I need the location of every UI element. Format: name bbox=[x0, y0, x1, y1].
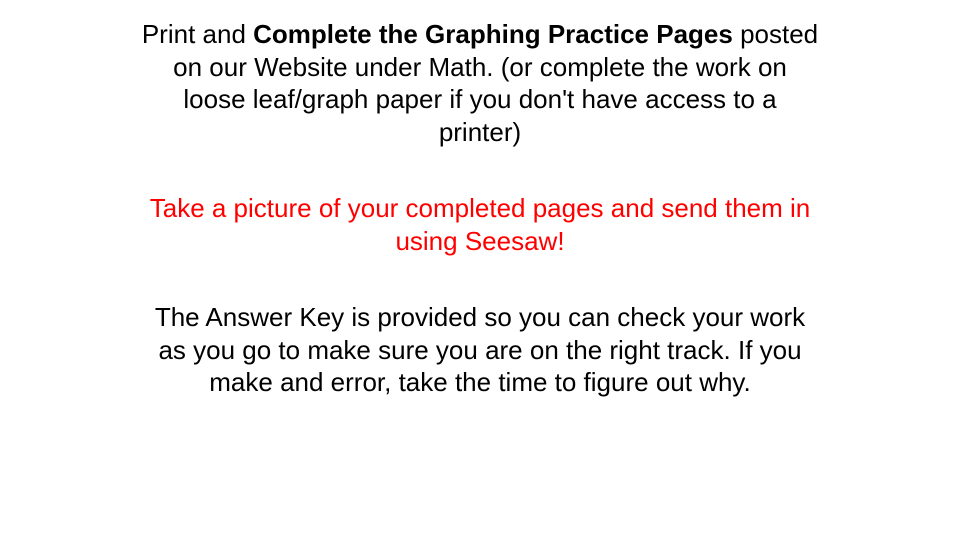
text-segment-bold: Complete the Graphing Practice Pages bbox=[253, 19, 733, 49]
slide-container: Print and Complete the Graphing Practice… bbox=[0, 0, 960, 540]
text-segment: Print and bbox=[142, 19, 253, 49]
paragraph-instructions: Print and Complete the Graphing Practice… bbox=[140, 18, 820, 148]
paragraph-answer-key: The Answer Key is provided so you can ch… bbox=[140, 301, 820, 399]
paragraph-seesaw: Take a picture of your completed pages a… bbox=[140, 192, 820, 257]
